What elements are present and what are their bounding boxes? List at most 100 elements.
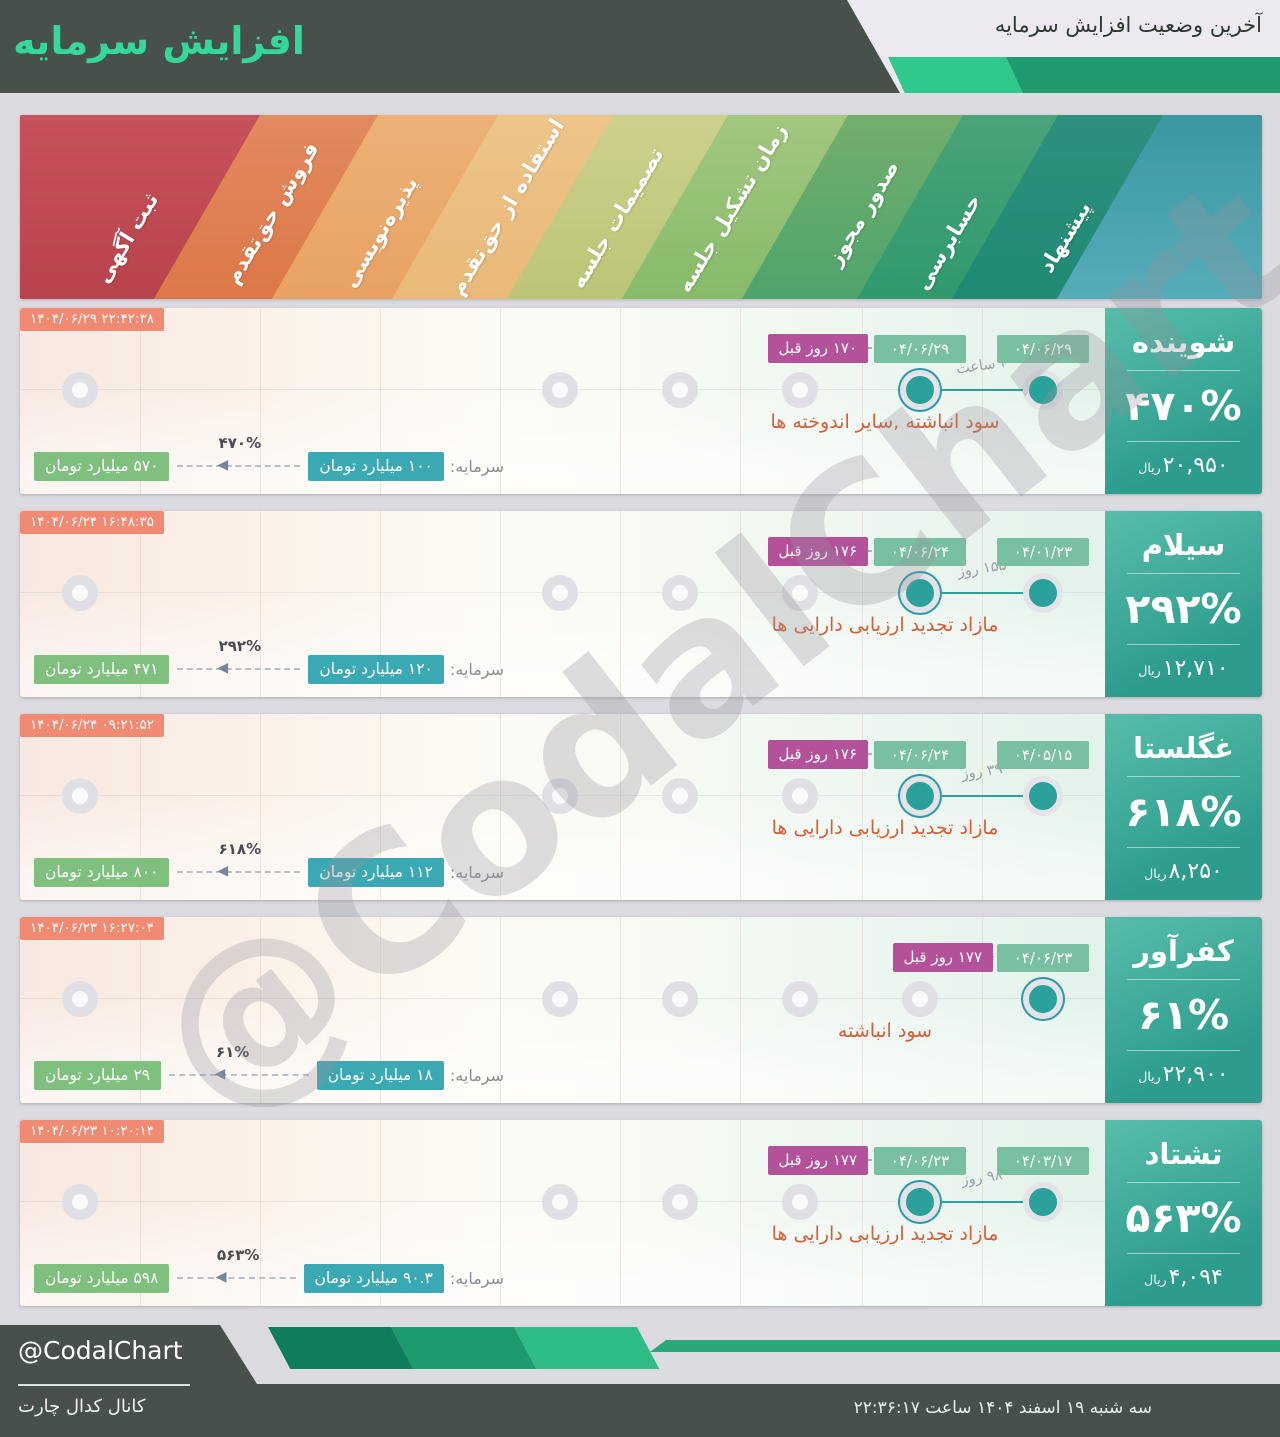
pending-stage-marker	[542, 778, 578, 814]
proposal-stage-dot	[1023, 1182, 1063, 1222]
increase-source-note: سود انباشته	[837, 1020, 933, 1042]
left-arrowhead-icon: ◀	[214, 1066, 226, 1082]
price-rial: ۴,۰۹۴ ریال	[1144, 1265, 1223, 1290]
grid-line	[862, 511, 863, 697]
header-green-stripe-dark	[1006, 57, 1280, 93]
grid-line	[740, 714, 741, 900]
grid-line	[620, 1120, 621, 1306]
proposal-date-badge: ۰۴/۰۳/۱۷	[997, 1147, 1089, 1175]
price-unit: ریال	[1144, 865, 1167, 881]
capital-change: سرمایه: ۱۰۰ میلیارد تومان ۴۷۰% ◀ ۵۷۰ میلیارد…	[34, 434, 504, 481]
increase-percent: ۵۶۳%	[1125, 1193, 1242, 1242]
company-card: سیلام ۲۹۲% ۱۲,۷۱۰ ریال	[1105, 511, 1262, 697]
latest-stage-date-badge: ۰۴/۰۶/۲۹	[874, 335, 966, 363]
days-ago-badge: ۱۷۶ روز قبل	[767, 537, 868, 566]
pending-stage-marker	[782, 1184, 818, 1220]
pending-stage-marker	[902, 981, 938, 1017]
capital-before-badge: ۱۰۰ میلیارد تومان	[308, 451, 444, 481]
grid-line	[260, 917, 261, 1103]
pending-stage-marker	[62, 372, 98, 408]
grid-line	[140, 917, 141, 1103]
pending-stage-marker	[542, 981, 578, 1017]
grid-line	[982, 714, 983, 900]
pending-stage-marker	[662, 575, 698, 611]
capital-change: سرمایه: ۱۱۲ میلیارد تومان ۶۱۸% ◀ ۸۰۰ میلیارد…	[34, 840, 504, 887]
footer-datetime: سه شنبه ۱۹ اسفند ۱۴۰۴ ساعت ۲۲:۳۶:۱۷	[853, 1398, 1152, 1418]
latest-stage-date-badge: ۰۴/۰۶/۲۴	[874, 741, 966, 769]
increase-arrow: ۲۹۲% ◀	[175, 637, 302, 684]
arrow-dashed-line	[177, 871, 301, 873]
company-name: تشتاد	[1144, 1136, 1223, 1171]
footer-handle: @CodalChart	[18, 1336, 183, 1365]
days-ago-badge: ۱۷۰ روز قبل	[767, 334, 868, 363]
increase-percent: ۶۱%	[1137, 990, 1230, 1039]
proposal-stage-dot	[1023, 776, 1063, 816]
grid-line	[140, 511, 141, 697]
page-title: افزایش سرمایه	[13, 19, 305, 63]
card-divider	[1126, 775, 1241, 777]
company-name: غگلستا	[1133, 730, 1234, 765]
capital-before-badge: ۹۰.۳ میلیارد تومان	[303, 1263, 444, 1293]
grid-line	[380, 511, 381, 697]
report-timestamp-badge: ۱۴۰۴/۰۶/۲۹ ۲۲:۴۲:۳۸	[20, 308, 164, 331]
company-row: ۰۴/۰۶/۲۳ ۱۷۷ روز قبل ۱۴۰۴/۰۶/۲۳ ۱۶:۲۷:۰۴ سو…	[20, 917, 1262, 1103]
card-divider	[1126, 440, 1241, 442]
report-timestamp-badge: ۱۴۰۴/۰۶/۲۳ ۱۶:۲۷:۰۴	[20, 917, 164, 940]
pending-stage-marker	[782, 981, 818, 1017]
stage-connector	[920, 1201, 1043, 1203]
price-value: ۲۰,۹۵۰	[1162, 452, 1229, 478]
company-row: ۹۸ روز ۰۴/۰۶/۲۳ ۰۴/۰۳/۱۷ ۱۷۷ روز قبل ۱۴۰۴/۰۶…	[20, 1120, 1262, 1306]
pending-stage-marker	[542, 1184, 578, 1220]
grid-line	[500, 1120, 501, 1306]
capital-change: سرمایه: ۱۲۰ میلیارد تومان ۲۹۲% ◀ ۴۷۱ میلیارد…	[34, 637, 504, 684]
stage-timeline: ۹۸ روز ۰۴/۰۶/۲۳ ۰۴/۰۳/۱۷ ۱۷۷ روز قبل ۱۴۰۴/۰۶…	[20, 1120, 1105, 1306]
company-card: کفرآور ۶۱% ۲۲,۹۰۰ ریال	[1105, 917, 1262, 1103]
pending-stage-marker	[62, 778, 98, 814]
increase-arrow: ۴۷۰% ◀	[175, 434, 302, 481]
capital-before-badge: ۱۲۰ میلیارد تومان	[308, 654, 444, 684]
latest-stage-dot	[900, 776, 940, 816]
capital-after-badge: ۲۹ میلیارد تومان	[34, 1060, 162, 1090]
increase-arrow: ۶۱% ◀	[167, 1043, 311, 1090]
card-divider	[1126, 846, 1241, 848]
days-ago-badge: ۱۷۶ روز قبل	[767, 740, 868, 769]
grid-line	[500, 308, 501, 494]
days-ago-badge: ۱۷۷ روز قبل	[767, 1146, 868, 1175]
capital-after-badge: ۴۷۱ میلیارد تومان	[34, 654, 170, 684]
price-unit: ریال	[1138, 662, 1161, 678]
proposal-date-badge: ۰۴/۰۶/۲۳	[997, 944, 1089, 972]
stage-timeline: ۱۵۵ روز ۰۴/۰۶/۲۴ ۰۴/۰۱/۲۳ ۱۷۶ روز قبل ۱۴۰۴/۰…	[20, 511, 1105, 697]
increase-arrow: ۶۱۸% ◀	[175, 840, 302, 887]
proposal-date-badge: ۰۴/۰۵/۱۵	[997, 741, 1089, 769]
card-divider	[1126, 978, 1241, 980]
grid-line	[140, 308, 141, 494]
grid-line	[982, 917, 983, 1103]
capital-before-badge: ۱۱۲ میلیارد تومان	[308, 857, 444, 887]
price-value: ۱۲,۷۱۰	[1162, 655, 1229, 681]
header-green-stripe-light	[888, 57, 1023, 93]
arrow-dashed-line	[177, 668, 301, 670]
footer-stripe-mid	[391, 1327, 537, 1369]
company-row: ۱۵۵ روز ۰۴/۰۶/۲۴ ۰۴/۰۱/۲۳ ۱۷۶ روز قبل ۱۴۰۴/۰…	[20, 511, 1262, 697]
footer-channel-name: کانال کدال چارت	[18, 1396, 146, 1417]
company-name: شوینده	[1131, 324, 1236, 359]
price-value: ۲۲,۹۰۰	[1162, 1061, 1229, 1087]
pending-stage-marker	[62, 575, 98, 611]
price-value: ۴,۰۹۴	[1168, 1264, 1223, 1290]
report-timestamp-badge: ۱۴۰۴/۰۶/۲۴ ۱۶:۴۸:۳۵	[20, 511, 164, 534]
grid-line	[260, 511, 261, 697]
grid-line	[620, 917, 621, 1103]
grid-line	[140, 714, 141, 900]
grid-line	[862, 714, 863, 900]
grid-line	[500, 917, 501, 1103]
footer-stripe-light	[514, 1327, 660, 1369]
stage-connector	[920, 795, 1043, 797]
pending-stage-marker	[662, 1184, 698, 1220]
price-rial: ۲۰,۹۵۰ ریال	[1138, 453, 1228, 478]
capital-before-badge: ۱۸ میلیارد تومان	[316, 1060, 444, 1090]
pending-stage-marker	[62, 981, 98, 1017]
pending-stage-marker	[782, 372, 818, 408]
proposal-stage-dot	[1023, 573, 1063, 613]
footer-green-stripes	[268, 1327, 660, 1369]
